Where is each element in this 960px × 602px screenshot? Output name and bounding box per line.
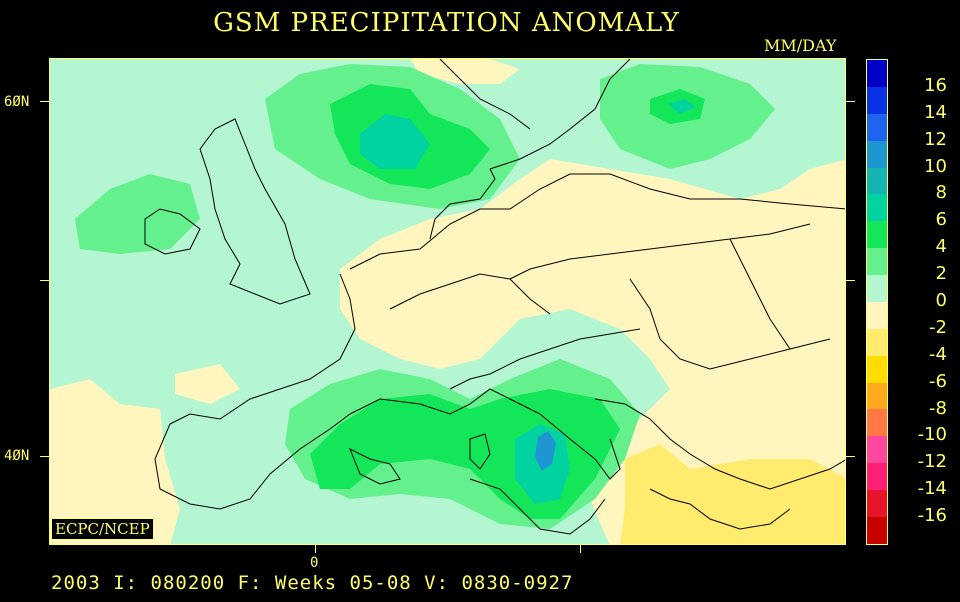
source-badge: ECPC/NCEP bbox=[51, 518, 154, 540]
lat-label-60n: 6ØN bbox=[4, 94, 30, 110]
anomaly-zone-neg-2-0 bbox=[50, 59, 845, 544]
legend-swatch bbox=[867, 436, 887, 464]
legend-swatch bbox=[867, 516, 887, 544]
legend-swatch bbox=[867, 490, 887, 517]
legend-label: -10 bbox=[917, 424, 947, 446]
legend-swatch bbox=[867, 140, 887, 168]
legend-swatch bbox=[867, 248, 887, 275]
legend-swatch bbox=[867, 86, 887, 114]
legend-label: -16 bbox=[917, 505, 947, 527]
legend-swatch bbox=[867, 409, 887, 437]
legend-swatch bbox=[867, 194, 887, 222]
lon-label-0: 0 bbox=[310, 555, 319, 571]
lat-tick-50n bbox=[40, 280, 49, 281]
legend-swatch bbox=[867, 328, 887, 356]
legend-label: 12 bbox=[924, 128, 947, 150]
lat-label-40n: 4ØN bbox=[4, 448, 30, 464]
legend-swatch bbox=[867, 382, 887, 410]
legend-label: 16 bbox=[924, 74, 947, 96]
lat-tick-right-60n bbox=[846, 101, 855, 102]
legend-label: -2 bbox=[929, 316, 947, 338]
lat-tick-right-50n bbox=[846, 280, 855, 281]
map-title: GSM PRECIPITATION ANOMALY bbox=[213, 8, 680, 38]
units-label: MM/DAY bbox=[764, 36, 837, 55]
legend-label: 2 bbox=[935, 263, 947, 285]
legend-swatch bbox=[867, 275, 887, 302]
lon-tick-20e bbox=[580, 545, 581, 553]
legend-label: 6 bbox=[935, 209, 947, 231]
legend-label: 10 bbox=[924, 155, 947, 177]
lat-tick-40n bbox=[40, 456, 49, 457]
lon-tick-0 bbox=[315, 545, 316, 553]
legend-swatch bbox=[867, 463, 887, 490]
legend-swatch bbox=[867, 301, 887, 329]
legend-label: -14 bbox=[917, 478, 947, 500]
anomaly-zone-neg-4-neg-2 bbox=[620, 444, 845, 544]
legend-label: -8 bbox=[929, 397, 947, 419]
forecast-info: 2003 I: 080200 F: Weeks 05-08 V: 0830-09… bbox=[51, 572, 574, 594]
color-legend bbox=[866, 59, 888, 545]
precipitation-map bbox=[49, 58, 846, 545]
lat-tick-right-40n bbox=[846, 456, 855, 457]
legend-label: 4 bbox=[935, 236, 947, 258]
coastlines bbox=[144, 59, 845, 535]
legend-swatch bbox=[867, 355, 887, 383]
legend-swatch bbox=[867, 113, 887, 141]
legend-swatch bbox=[867, 167, 887, 195]
legend-swatch bbox=[867, 60, 887, 87]
lat-tick-60n bbox=[40, 101, 49, 102]
legend-label: 8 bbox=[935, 182, 947, 204]
legend-label: -12 bbox=[917, 451, 947, 473]
legend-label: -4 bbox=[929, 343, 947, 365]
legend-swatch bbox=[867, 221, 887, 249]
legend-label: 14 bbox=[924, 101, 947, 123]
anomaly-zone-8-10 bbox=[535, 431, 556, 471]
legend-label: 0 bbox=[935, 290, 947, 311]
map-canvas bbox=[50, 59, 845, 544]
legend-label: -6 bbox=[929, 370, 947, 392]
